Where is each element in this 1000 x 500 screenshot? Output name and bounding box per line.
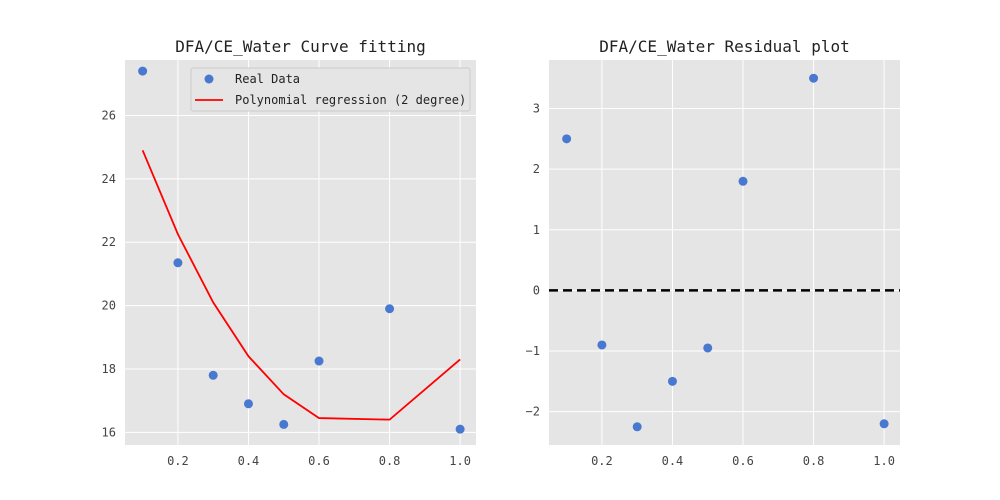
y-tick-label: −1 (526, 344, 540, 358)
data-point (208, 370, 218, 380)
data-point (173, 258, 183, 268)
data-point (279, 419, 289, 429)
x-tick-label: 0.4 (238, 454, 260, 468)
residual-point (809, 73, 819, 83)
y-tick-label: 20 (102, 299, 116, 313)
x-tick-label: 1.0 (873, 454, 895, 468)
chart-2: 0.2 0.4 0.6 0.8 1.0 −2 −1 0 1 2 3 DFA/CE_Water Resi… (526, 37, 900, 468)
y-tick-label: 2 (533, 162, 540, 176)
data-point (243, 399, 253, 409)
y-tick-label: −2 (526, 405, 540, 419)
x-tick-label: 0.6 (732, 454, 754, 468)
y-tick-label: 16 (102, 425, 116, 439)
y-tick-label: 26 (102, 108, 116, 122)
x-tick-label: 0.6 (308, 454, 330, 468)
y-tick-label: 18 (102, 362, 116, 376)
x-tick-label: 0.8 (803, 454, 825, 468)
regression-line (141, 149, 461, 421)
x-tick-label: 1.0 (449, 454, 471, 468)
plot-background (125, 60, 476, 445)
chart-title: DFA/CE_Water Residual plot (599, 37, 849, 56)
legend-marker-swatch (204, 74, 214, 84)
x-tick-label: 0.4 (662, 454, 684, 468)
x-tick-label: 0.2 (591, 454, 613, 468)
residual-point (632, 422, 642, 432)
y-tick-label: 1 (533, 223, 540, 237)
legend-box (190, 67, 471, 112)
residual-point (667, 376, 677, 386)
residual-point (562, 134, 572, 144)
data-point (138, 66, 148, 76)
data-point (385, 304, 395, 314)
chart-1: 0.2 0.4 0.6 0.8 1.0 16 18 20 22 24 26 DFA/CE_Water … (102, 37, 476, 468)
legend: Real Data Polynomial regression (2 degree… (190, 67, 471, 112)
chart-title: DFA/CE_Water Curve fitting (175, 37, 425, 56)
residual-point (738, 176, 748, 186)
x-tick-label: 0.8 (379, 454, 401, 468)
legend-label: Real Data (235, 72, 300, 86)
y-tick-label: 24 (102, 172, 116, 186)
y-tick-label: 0 (533, 283, 540, 297)
plot-background (549, 60, 900, 445)
data-point (314, 356, 324, 366)
legend-label: Polynomial regression (2 degree) (235, 93, 466, 107)
residual-point (703, 343, 713, 353)
y-tick-label: 22 (102, 235, 116, 249)
y-tick-label: 3 (533, 102, 540, 116)
residual-point (879, 419, 889, 429)
x-tick-label: 0.2 (167, 454, 189, 468)
data-point (455, 424, 465, 434)
residual-point (597, 340, 607, 350)
